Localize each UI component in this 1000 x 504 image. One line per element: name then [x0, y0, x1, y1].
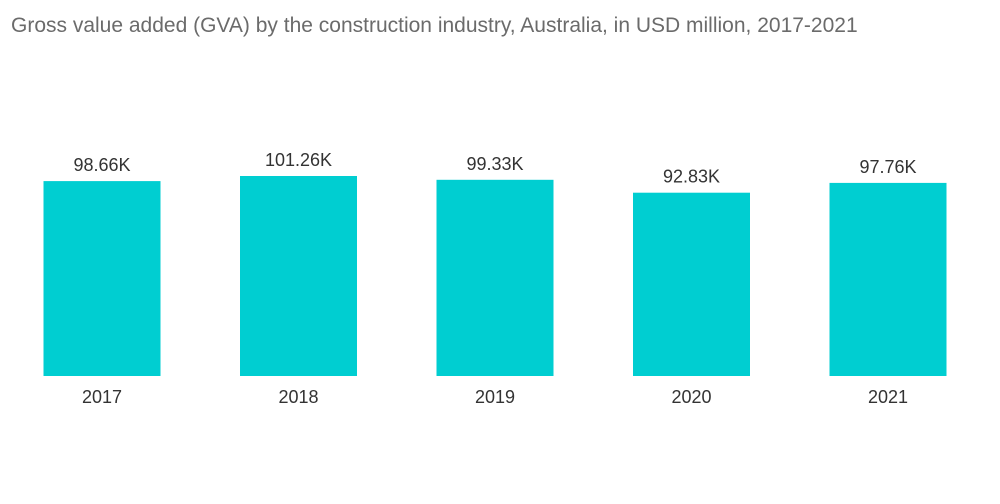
bar-2020 — [633, 192, 750, 376]
data-label-2020: 92.83K — [663, 167, 720, 187]
x-tick-label-2021: 2021 — [868, 387, 908, 407]
data-label-2017: 98.66K — [73, 155, 130, 175]
bar-2017 — [43, 181, 161, 376]
bar-2019 — [436, 179, 554, 376]
chart-title: Gross value added (GVA) by the construct… — [11, 14, 858, 37]
data-label-2018: 101.26K — [265, 150, 332, 170]
x-tick-label-2020: 2020 — [671, 387, 711, 407]
data-label-2021: 97.76K — [859, 157, 916, 177]
x-tick-label-2017: 2017 — [82, 387, 122, 407]
bar-2018 — [240, 176, 357, 376]
x-tick-label-2018: 2018 — [278, 387, 318, 407]
data-labels-group: 98.66K 101.26K 99.33K 92.83K 97.76K — [73, 150, 916, 187]
bar-2021 — [829, 182, 947, 376]
x-tick-label-2019: 2019 — [475, 387, 515, 407]
x-tick-labels-group: 2017 2018 2019 2020 2021 — [82, 387, 908, 407]
bars-group — [43, 176, 947, 376]
data-label-2019: 99.33K — [466, 154, 523, 174]
